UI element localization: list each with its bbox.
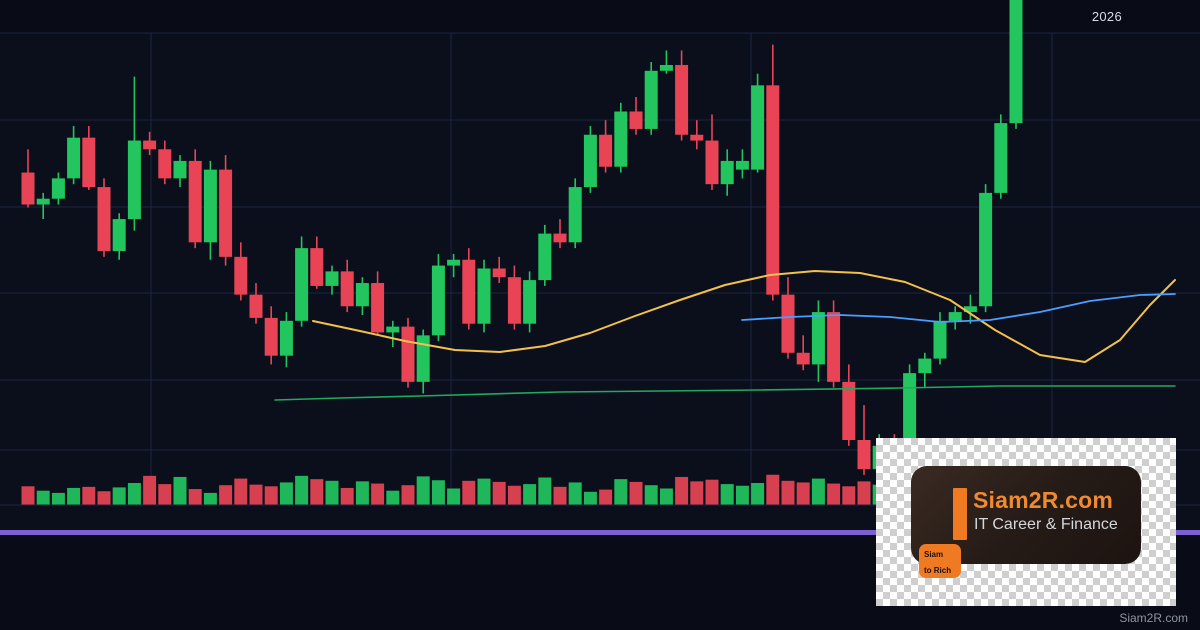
- price-series: [21, 0, 1176, 487]
- x-axis-year-label: 2026: [1091, 9, 1122, 24]
- accent-divider: [0, 530, 1200, 535]
- logo-tagline: IT Career & Finance: [974, 516, 1118, 533]
- watermark-label: Siam2R.com: [1119, 611, 1188, 625]
- logo-bar-icon: [953, 488, 967, 540]
- badge-line-2: to Rich: [924, 566, 952, 575]
- badge-line-1: Siam: [924, 550, 944, 559]
- logo-name: Siam2R.com: [973, 487, 1114, 513]
- siam-to-rich-badge: Siam to Rich: [919, 544, 961, 578]
- chart-top-strip: [0, 0, 1200, 33]
- logo-card: Siam2R.com IT Career & Finance Siam to R…: [876, 438, 1176, 606]
- logo-plate: Siam2R.com IT Career & Finance Siam to R…: [911, 466, 1141, 578]
